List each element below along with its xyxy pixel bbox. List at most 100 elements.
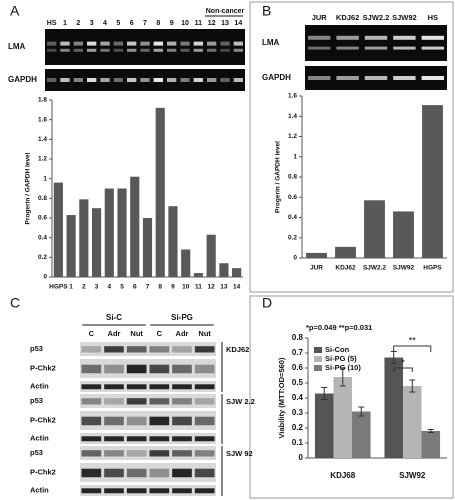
- x-tick-label: 8: [158, 284, 162, 291]
- row-label: Actin: [30, 381, 49, 390]
- x-tick-label: SJW92: [393, 265, 415, 272]
- bar: [53, 182, 63, 277]
- error-bar: [409, 379, 416, 393]
- blot-band: [104, 468, 124, 478]
- blot-band: [104, 436, 124, 442]
- gel-band: [113, 78, 123, 82]
- lane-label: 3: [90, 20, 94, 27]
- bar: [168, 206, 178, 277]
- blot-band: [172, 416, 192, 426]
- x-tick-label: KDJ68: [330, 471, 355, 480]
- lane-label: SJW92: [392, 13, 417, 22]
- row-label: Actin: [30, 485, 49, 494]
- y-tick-label: 1.4: [288, 113, 297, 120]
- gel-band: [153, 48, 163, 52]
- x-tick-label: 13: [220, 284, 228, 291]
- legend-swatch: [314, 356, 322, 362]
- bar: [219, 263, 229, 277]
- lane-label: 10: [181, 20, 189, 27]
- bar: [352, 411, 371, 458]
- cell-line-label: SJW 92: [226, 449, 253, 458]
- gel-band: [308, 46, 331, 50]
- panel-letter: B: [262, 3, 271, 19]
- lane-label: Adr: [176, 329, 189, 338]
- error-bar: [358, 406, 365, 417]
- gel-band: [180, 48, 190, 52]
- gel-band: [180, 78, 190, 82]
- x-tick-label: KDJ62: [335, 265, 356, 272]
- y-tick-label: 0: [43, 274, 47, 281]
- bar: [306, 252, 327, 258]
- row-label: P-Chk2: [30, 363, 56, 372]
- lane-label: 2: [76, 20, 80, 27]
- gel-band: [421, 76, 444, 80]
- gel-band: [47, 78, 57, 82]
- lane-label: 8: [156, 20, 160, 27]
- bar: [193, 273, 204, 277]
- bar: [117, 188, 127, 277]
- bar: [79, 199, 89, 277]
- x-tick-label: SJW2.2: [363, 265, 387, 272]
- gel-band: [233, 41, 243, 46]
- gel-band: [100, 41, 110, 46]
- x-tick-label: 10: [182, 284, 190, 291]
- y-tick-label: 1.6: [288, 93, 297, 100]
- x-tick-label: 3: [95, 284, 99, 291]
- blot-band: [81, 450, 102, 457]
- gel-band: [127, 48, 137, 52]
- y-tick-label: 0: [293, 255, 297, 262]
- y-tick-label: 0.7: [292, 348, 304, 357]
- y-axis-label: Viability (MTT:OD=560): [277, 357, 286, 438]
- x-tick-label: 11: [195, 284, 202, 291]
- gel-band: [336, 46, 359, 50]
- gel-band: [153, 78, 163, 82]
- gel-band: [73, 48, 83, 52]
- significance-bracket: [393, 367, 413, 372]
- blot-band: [104, 384, 124, 390]
- gel-band: [47, 48, 57, 52]
- blot-image: [80, 394, 216, 408]
- blot-band: [149, 416, 170, 426]
- gel-band: [233, 48, 243, 52]
- blot-band: [172, 436, 192, 442]
- gel-band: [60, 78, 70, 82]
- blot-band: [104, 364, 124, 374]
- gel-band: [167, 41, 177, 46]
- x-tick-label: SJW92: [399, 471, 426, 480]
- blot-band: [104, 450, 124, 457]
- gel-band: [140, 48, 150, 52]
- x-tick-label: 2: [82, 284, 86, 291]
- bar: [393, 211, 414, 258]
- x-tick-label: 6: [133, 284, 137, 291]
- blot-band: [194, 364, 215, 374]
- blot-band: [194, 468, 215, 478]
- row-label: GAPDH: [262, 73, 291, 82]
- gel-band: [127, 41, 137, 46]
- blot-image: [80, 433, 216, 444]
- gel-band: [73, 41, 83, 46]
- lane-label: 13: [221, 20, 229, 27]
- gel-band: [364, 46, 388, 50]
- lane-label: Adr: [108, 329, 121, 338]
- lane-label: 6: [130, 20, 134, 27]
- x-tick-label: HGPS: [423, 265, 442, 272]
- group-label: Non-cancer: [206, 8, 245, 15]
- bar: [155, 107, 165, 277]
- lane-label: 9: [170, 20, 174, 27]
- legend-label: Si-PG (10): [325, 363, 361, 372]
- blot-band: [81, 488, 102, 494]
- blot-band: [104, 488, 124, 494]
- gel-band: [220, 48, 230, 52]
- gel-band: [140, 78, 150, 82]
- gel-band: [393, 35, 416, 40]
- y-tick-label: 1.2: [288, 133, 297, 140]
- y-tick-label: 0.4: [292, 393, 304, 402]
- gel-band: [421, 35, 444, 40]
- lane-label: 1: [63, 20, 67, 27]
- bar: [364, 200, 385, 258]
- y-tick-label: 0.8: [38, 195, 47, 202]
- x-tick-label: 5: [120, 284, 124, 291]
- panel-frame: [249, 1, 454, 293]
- blot-band: [149, 488, 170, 494]
- gel-band: [180, 41, 190, 46]
